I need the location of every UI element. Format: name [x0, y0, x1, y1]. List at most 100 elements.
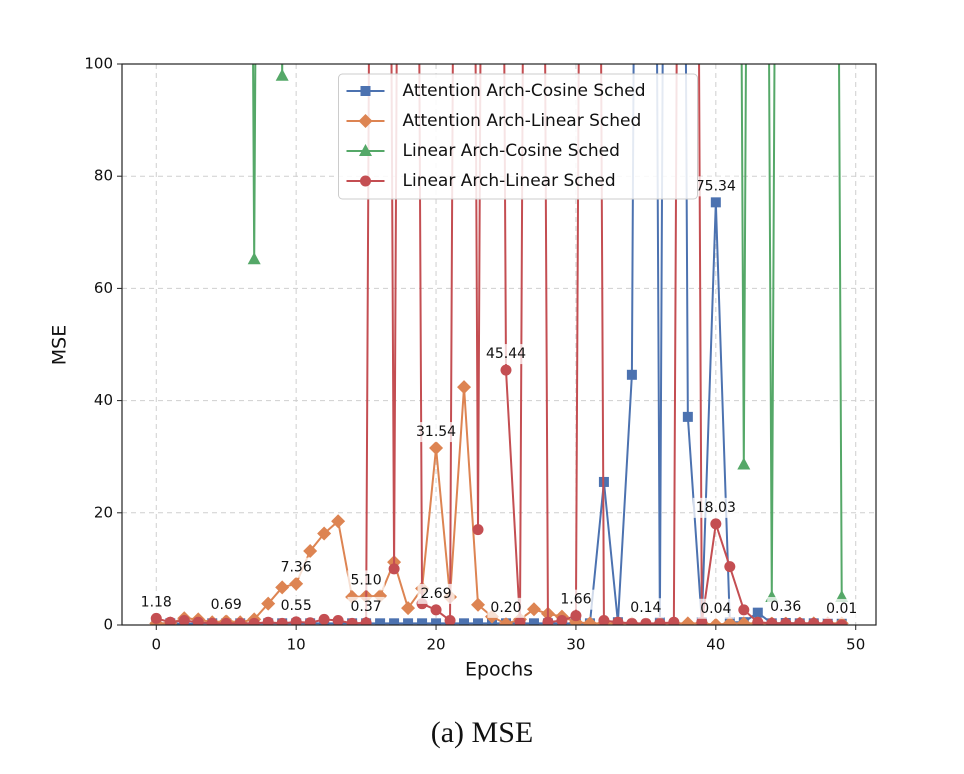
data-label-bg: [767, 596, 805, 617]
marker: [640, 617, 652, 625]
marker: [459, 618, 470, 625]
data-label: 1.66: [560, 592, 591, 608]
marker: [358, 114, 373, 128]
marker: [514, 616, 526, 625]
marker: [359, 144, 372, 156]
marker: [150, 612, 162, 624]
data-label: 2.69: [420, 586, 451, 602]
data-label-bg: [557, 589, 595, 610]
marker: [680, 616, 695, 625]
x-tick-label: 10: [287, 636, 306, 654]
data-label: 0.14: [630, 600, 661, 616]
marker: [234, 617, 246, 625]
data-label-bg: [277, 557, 315, 578]
marker: [822, 617, 834, 625]
marker: [360, 617, 372, 625]
marker: [332, 615, 344, 625]
marker: [360, 86, 371, 96]
data-label-bg: [277, 595, 315, 616]
marker: [457, 380, 472, 395]
marker: [303, 543, 318, 558]
marker: [473, 618, 484, 625]
marker: [430, 604, 442, 616]
data-label-bg: [692, 497, 739, 518]
marker: [780, 617, 792, 625]
marker: [261, 596, 276, 611]
data-label-bg: [417, 583, 455, 604]
axes-frame: [121, 63, 877, 626]
y-tick-label: 40: [94, 391, 113, 409]
data-label: 7.36: [281, 560, 312, 576]
data-label: 45.44: [486, 346, 526, 362]
x-tick-label: 40: [706, 636, 725, 654]
legend-box: [338, 73, 698, 200]
marker: [248, 617, 260, 625]
marker: [724, 561, 736, 573]
data-label-bg: [823, 598, 861, 619]
marker: [752, 616, 764, 625]
marker: [417, 618, 428, 625]
marker: [472, 524, 484, 536]
data-label-bg: [347, 596, 385, 617]
marker: [570, 610, 582, 622]
marker: [247, 252, 261, 265]
y-tick-label: 60: [94, 279, 113, 297]
marker: [262, 616, 274, 625]
marker: [654, 617, 666, 625]
data-label: 0.55: [281, 598, 312, 614]
marker: [429, 441, 444, 456]
marker: [389, 618, 400, 625]
y-axis-label: MSE: [49, 325, 71, 365]
marker: [528, 618, 539, 625]
data-label: 5.10: [351, 572, 382, 588]
data-label: 0.20: [490, 600, 521, 616]
marker: [598, 615, 610, 625]
marker: [164, 616, 176, 625]
data-label: 0.37: [351, 599, 382, 615]
marker: [290, 616, 302, 625]
series-line: [156, 387, 842, 625]
y-tick-label: 100: [84, 55, 113, 73]
marker: [471, 597, 486, 612]
marker: [794, 617, 806, 625]
axes: 0 20 40 60 80 100 0 10 20 30 40 50: [84, 55, 865, 654]
marker: [346, 617, 358, 625]
data-label-bg: [487, 597, 525, 618]
marker: [220, 617, 232, 625]
data-label: 0.04: [700, 601, 731, 617]
marker: [444, 615, 456, 625]
legend-label: Linear Arch-Linear Sched: [403, 171, 616, 191]
marker: [737, 457, 751, 470]
data-label-bg: [413, 422, 460, 443]
y-tick-label: 20: [94, 503, 113, 521]
marker: [276, 617, 288, 625]
marker: [710, 518, 722, 530]
marker: [500, 364, 512, 376]
data-label-bg: [697, 598, 735, 619]
data-label-bg: [347, 570, 385, 591]
data-label-bg: [692, 176, 739, 197]
marker: [192, 616, 204, 625]
x-axis-label: Epochs: [465, 659, 533, 681]
plot-area: [149, 64, 849, 625]
marker: [388, 563, 400, 575]
data-label-bg: [482, 344, 530, 365]
marker: [626, 617, 638, 625]
marker: [498, 616, 513, 625]
y-tick-label: 0: [103, 616, 113, 634]
data-label: 18.03: [696, 500, 736, 516]
marker: [360, 175, 371, 187]
data-label-bg: [137, 592, 175, 613]
marker: [766, 617, 778, 625]
data-label-bg: [207, 595, 245, 616]
marker: [317, 526, 332, 541]
marker: [526, 602, 541, 617]
marker: [431, 618, 442, 625]
marker: [736, 616, 751, 625]
data-label: 0.01: [826, 601, 857, 617]
marker: [542, 616, 554, 625]
marker: [668, 616, 680, 625]
marker: [738, 604, 750, 616]
marker: [582, 616, 597, 625]
